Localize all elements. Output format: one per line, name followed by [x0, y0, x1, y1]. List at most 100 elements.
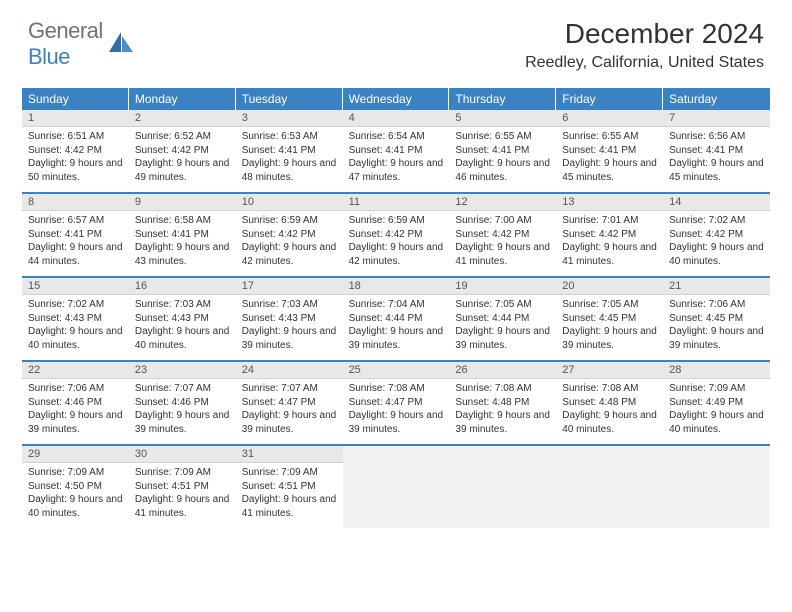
day-body: Sunrise: 7:08 AMSunset: 4:47 PMDaylight:… [343, 379, 450, 440]
day-header-thursday: Thursday [449, 88, 556, 110]
day-header-tuesday: Tuesday [236, 88, 343, 110]
day-cell: 29Sunrise: 7:09 AMSunset: 4:50 PMDayligh… [22, 446, 129, 528]
day-cell: 2Sunrise: 6:52 AMSunset: 4:42 PMDaylight… [129, 110, 236, 192]
day-number: 26 [449, 362, 556, 379]
day-body: Sunrise: 6:51 AMSunset: 4:42 PMDaylight:… [22, 127, 129, 188]
day-body: Sunrise: 6:55 AMSunset: 4:41 PMDaylight:… [449, 127, 556, 188]
month-title: December 2024 [525, 18, 764, 50]
day-number: 23 [129, 362, 236, 379]
day-cell: 30Sunrise: 7:09 AMSunset: 4:51 PMDayligh… [129, 446, 236, 528]
week-row: 8Sunrise: 6:57 AMSunset: 4:41 PMDaylight… [22, 194, 770, 278]
logo-text-general: General [28, 18, 103, 43]
day-body: Sunrise: 7:02 AMSunset: 4:42 PMDaylight:… [663, 211, 770, 272]
week-row: 1Sunrise: 6:51 AMSunset: 4:42 PMDaylight… [22, 110, 770, 194]
day-body: Sunrise: 7:07 AMSunset: 4:47 PMDaylight:… [236, 379, 343, 440]
day-cell: 17Sunrise: 7:03 AMSunset: 4:43 PMDayligh… [236, 278, 343, 360]
day-number: 25 [343, 362, 450, 379]
day-number: 14 [663, 194, 770, 211]
day-number: 10 [236, 194, 343, 211]
day-cell: 31Sunrise: 7:09 AMSunset: 4:51 PMDayligh… [236, 446, 343, 528]
day-header-saturday: Saturday [663, 88, 770, 110]
day-number: 5 [449, 110, 556, 127]
day-body: Sunrise: 6:56 AMSunset: 4:41 PMDaylight:… [663, 127, 770, 188]
day-cell: 21Sunrise: 7:06 AMSunset: 4:45 PMDayligh… [663, 278, 770, 360]
day-body: Sunrise: 7:08 AMSunset: 4:48 PMDaylight:… [556, 379, 663, 440]
day-body: Sunrise: 7:00 AMSunset: 4:42 PMDaylight:… [449, 211, 556, 272]
calendar: SundayMondayTuesdayWednesdayThursdayFrid… [22, 88, 770, 528]
header: General Blue December 2024 Reedley, Cali… [0, 0, 792, 78]
day-cell: 13Sunrise: 7:01 AMSunset: 4:42 PMDayligh… [556, 194, 663, 276]
day-number: 6 [556, 110, 663, 127]
day-header-friday: Friday [556, 88, 663, 110]
day-cell: 27Sunrise: 7:08 AMSunset: 4:48 PMDayligh… [556, 362, 663, 444]
day-body: Sunrise: 7:02 AMSunset: 4:43 PMDaylight:… [22, 295, 129, 356]
day-number: 16 [129, 278, 236, 295]
day-body: Sunrise: 6:55 AMSunset: 4:41 PMDaylight:… [556, 127, 663, 188]
day-number: 28 [663, 362, 770, 379]
title-block: December 2024 Reedley, California, Unite… [525, 18, 764, 72]
day-body: Sunrise: 7:07 AMSunset: 4:46 PMDaylight:… [129, 379, 236, 440]
day-cell: 15Sunrise: 7:02 AMSunset: 4:43 PMDayligh… [22, 278, 129, 360]
day-body: Sunrise: 6:54 AMSunset: 4:41 PMDaylight:… [343, 127, 450, 188]
day-number: 11 [343, 194, 450, 211]
logo-text-blue: Blue [28, 44, 70, 69]
day-cell: 5Sunrise: 6:55 AMSunset: 4:41 PMDaylight… [449, 110, 556, 192]
day-number: 15 [22, 278, 129, 295]
day-header-wednesday: Wednesday [343, 88, 450, 110]
day-number: 24 [236, 362, 343, 379]
day-number: 9 [129, 194, 236, 211]
day-body: Sunrise: 7:05 AMSunset: 4:45 PMDaylight:… [556, 295, 663, 356]
day-cell [449, 446, 556, 528]
week-row: 15Sunrise: 7:02 AMSunset: 4:43 PMDayligh… [22, 278, 770, 362]
day-body: Sunrise: 7:01 AMSunset: 4:42 PMDaylight:… [556, 211, 663, 272]
day-body: Sunrise: 7:09 AMSunset: 4:51 PMDaylight:… [129, 463, 236, 524]
day-number: 22 [22, 362, 129, 379]
day-body: Sunrise: 7:09 AMSunset: 4:50 PMDaylight:… [22, 463, 129, 524]
day-body: Sunrise: 6:58 AMSunset: 4:41 PMDaylight:… [129, 211, 236, 272]
day-cell: 10Sunrise: 6:59 AMSunset: 4:42 PMDayligh… [236, 194, 343, 276]
day-number: 17 [236, 278, 343, 295]
day-body: Sunrise: 7:08 AMSunset: 4:48 PMDaylight:… [449, 379, 556, 440]
day-cell: 7Sunrise: 6:56 AMSunset: 4:41 PMDaylight… [663, 110, 770, 192]
logo-sail-icon [107, 30, 135, 59]
logo: General Blue [28, 18, 135, 70]
day-number: 27 [556, 362, 663, 379]
day-number: 12 [449, 194, 556, 211]
day-cell [556, 446, 663, 528]
day-cell: 26Sunrise: 7:08 AMSunset: 4:48 PMDayligh… [449, 362, 556, 444]
day-cell: 23Sunrise: 7:07 AMSunset: 4:46 PMDayligh… [129, 362, 236, 444]
location: Reedley, California, United States [525, 54, 764, 72]
day-cell: 25Sunrise: 7:08 AMSunset: 4:47 PMDayligh… [343, 362, 450, 444]
day-number: 31 [236, 446, 343, 463]
day-cell: 22Sunrise: 7:06 AMSunset: 4:46 PMDayligh… [22, 362, 129, 444]
day-cell [343, 446, 450, 528]
day-cell: 3Sunrise: 6:53 AMSunset: 4:41 PMDaylight… [236, 110, 343, 192]
day-body: Sunrise: 7:09 AMSunset: 4:49 PMDaylight:… [663, 379, 770, 440]
day-number: 2 [129, 110, 236, 127]
day-number: 21 [663, 278, 770, 295]
day-header-row: SundayMondayTuesdayWednesdayThursdayFrid… [22, 88, 770, 110]
day-header-monday: Monday [129, 88, 236, 110]
day-body: Sunrise: 7:05 AMSunset: 4:44 PMDaylight:… [449, 295, 556, 356]
day-number: 19 [449, 278, 556, 295]
day-number: 7 [663, 110, 770, 127]
day-body: Sunrise: 7:09 AMSunset: 4:51 PMDaylight:… [236, 463, 343, 524]
day-number: 29 [22, 446, 129, 463]
week-row: 29Sunrise: 7:09 AMSunset: 4:50 PMDayligh… [22, 446, 770, 528]
day-cell: 14Sunrise: 7:02 AMSunset: 4:42 PMDayligh… [663, 194, 770, 276]
day-cell: 24Sunrise: 7:07 AMSunset: 4:47 PMDayligh… [236, 362, 343, 444]
day-body: Sunrise: 6:52 AMSunset: 4:42 PMDaylight:… [129, 127, 236, 188]
day-body: Sunrise: 6:59 AMSunset: 4:42 PMDaylight:… [343, 211, 450, 272]
day-body: Sunrise: 7:03 AMSunset: 4:43 PMDaylight:… [129, 295, 236, 356]
day-number: 1 [22, 110, 129, 127]
day-cell: 6Sunrise: 6:55 AMSunset: 4:41 PMDaylight… [556, 110, 663, 192]
day-number: 30 [129, 446, 236, 463]
day-number: 20 [556, 278, 663, 295]
week-row: 22Sunrise: 7:06 AMSunset: 4:46 PMDayligh… [22, 362, 770, 446]
day-number: 8 [22, 194, 129, 211]
day-cell: 16Sunrise: 7:03 AMSunset: 4:43 PMDayligh… [129, 278, 236, 360]
day-header-sunday: Sunday [22, 88, 129, 110]
day-cell: 1Sunrise: 6:51 AMSunset: 4:42 PMDaylight… [22, 110, 129, 192]
day-body: Sunrise: 6:53 AMSunset: 4:41 PMDaylight:… [236, 127, 343, 188]
day-body: Sunrise: 6:59 AMSunset: 4:42 PMDaylight:… [236, 211, 343, 272]
